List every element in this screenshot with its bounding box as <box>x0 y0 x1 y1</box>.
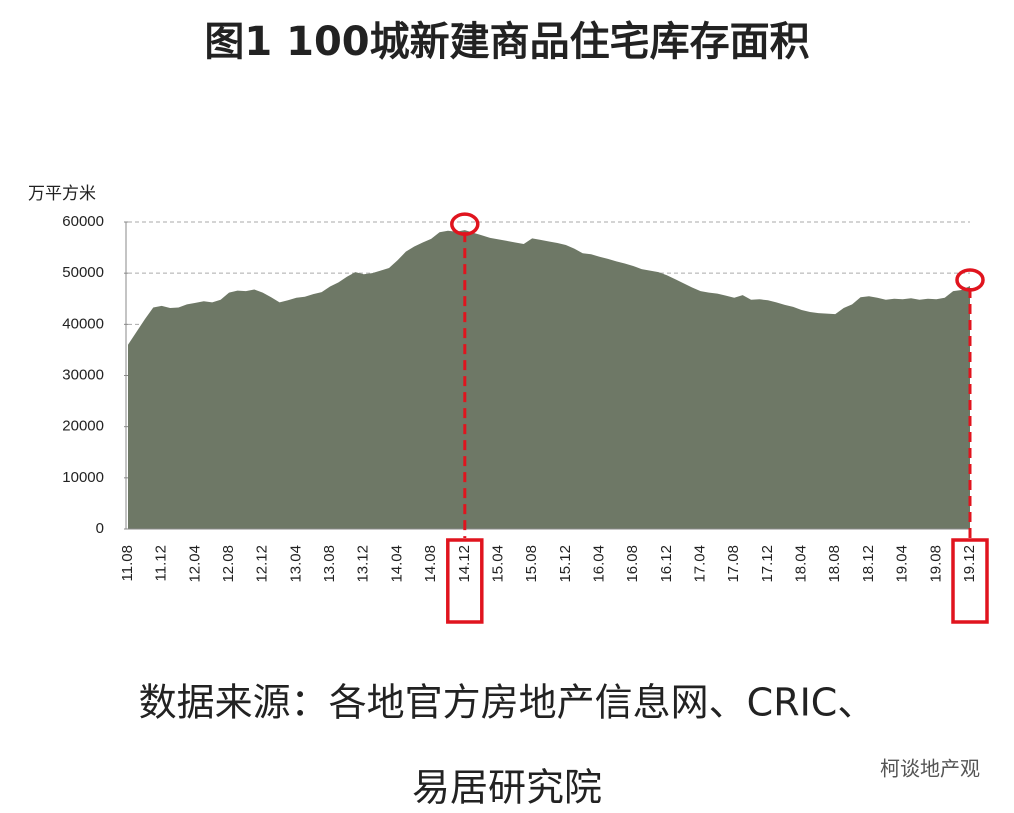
x-tick-label: 14.08 <box>422 545 439 583</box>
source-line: 易居研究院 <box>412 766 602 810</box>
highlight-circle <box>450 212 480 236</box>
y-tick-label: 40000 <box>62 315 104 332</box>
x-tick-label: 13.12 <box>355 545 372 583</box>
x-tick-label: 19.04 <box>894 545 911 583</box>
x-tick-label: 15.12 <box>557 545 574 583</box>
x-tick-label: 14.12 <box>456 545 473 583</box>
y-tick-label: 50000 <box>62 264 104 281</box>
y-unit: 万平方米 <box>28 184 96 204</box>
x-tick-label: 12.04 <box>186 545 203 583</box>
x-tick-label: 16.04 <box>590 545 607 583</box>
x-tick-label: 15.04 <box>489 545 506 583</box>
x-tick-label: 11.12 <box>153 545 170 581</box>
x-tick-label: 19.12 <box>961 545 978 583</box>
x-tick-label: 17.12 <box>759 545 776 583</box>
y-tick-label: 20000 <box>62 418 104 435</box>
x-tick-label: 12.12 <box>254 545 271 583</box>
highlight-box <box>446 538 484 624</box>
x-tick-label: 18.12 <box>860 545 877 583</box>
watermark: 柯谈地产观 <box>880 757 980 781</box>
highlight-box <box>951 538 989 624</box>
x-tick-label: 16.12 <box>658 545 675 583</box>
x-tick-label: 11.08 <box>119 545 136 581</box>
x-tick-label: 13.04 <box>287 545 304 583</box>
x-tick-label: 17.04 <box>692 545 709 583</box>
y-tick-label: 60000 <box>62 213 104 230</box>
y-tick-label: 30000 <box>62 366 104 383</box>
x-tick-label: 13.08 <box>321 545 338 583</box>
y-tick-label: 0 <box>96 520 104 537</box>
source-line: 数据来源：各地官方房地产信息网、CRIC、 <box>139 681 876 725</box>
x-tick-label: 14.04 <box>388 545 405 583</box>
x-tick-label: 18.08 <box>826 545 843 583</box>
x-tick-label: 18.04 <box>793 545 810 583</box>
x-tick-label: 15.08 <box>523 545 540 583</box>
x-tick-label: 19.08 <box>927 545 944 583</box>
y-tick-label: 10000 <box>62 469 104 486</box>
chart-title: 图1 100城新建商品住宅库存面积 <box>204 19 809 65</box>
area <box>128 230 970 530</box>
x-tick-label: 17.08 <box>725 545 742 583</box>
x-tick-label: 16.08 <box>624 545 641 583</box>
x-tick-label: 12.08 <box>220 545 237 583</box>
highlight-circle <box>955 268 985 292</box>
